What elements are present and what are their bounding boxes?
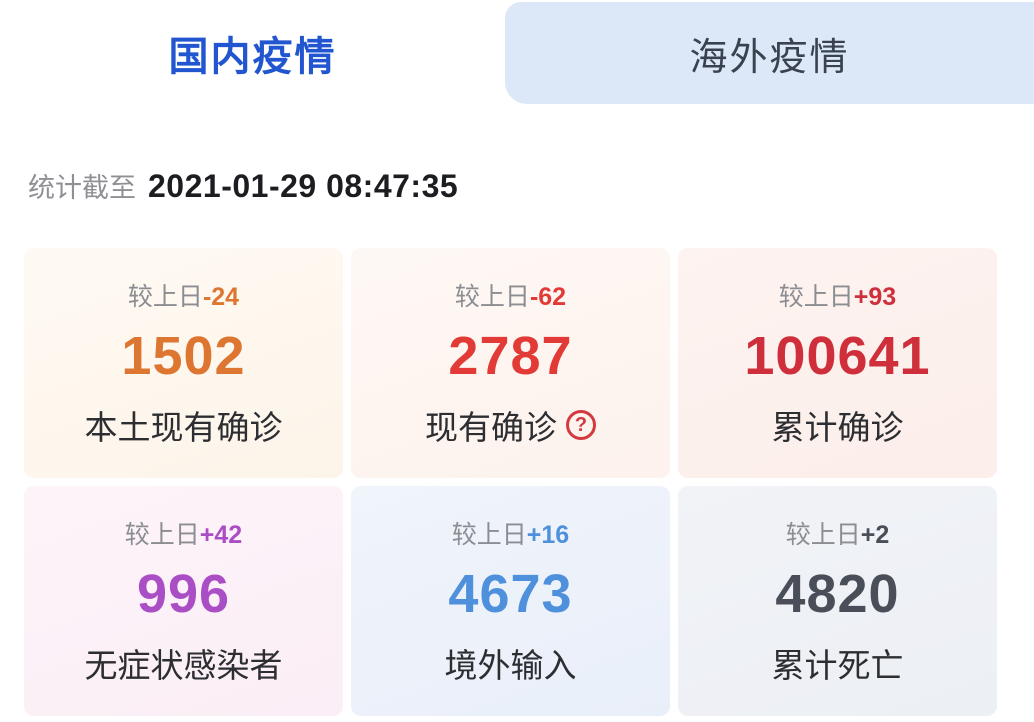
stat-value: 4820 <box>775 563 900 624</box>
stat-label: 现有确诊 <box>425 409 557 447</box>
delta-prefix: 较上日 <box>778 282 854 311</box>
stat-card-cumulative-deaths: 较上日 +2 4820 累计死亡 <box>678 486 997 716</box>
delta-value: -62 <box>529 282 567 311</box>
delta-line: 较上日 +42 <box>125 515 242 551</box>
delta-prefix: 较上日 <box>451 520 527 549</box>
stat-value: 100641 <box>744 325 931 386</box>
stat-card-existing-confirmed: 较上日 -62 2787 现有确诊 ? <box>351 248 670 478</box>
delta-prefix: 较上日 <box>454 282 530 311</box>
stat-label: 累计死亡 <box>771 647 904 685</box>
statistics-timestamp: 统计截至 2021-01-29 08:47:35 <box>28 166 458 210</box>
delta-line: 较上日 -62 <box>455 277 566 313</box>
stat-value: 1502 <box>121 325 246 386</box>
tab-overseas-epidemic[interactable]: 海外疫情 <box>505 2 1034 104</box>
delta-line: 较上日 +16 <box>452 515 569 551</box>
tab-domestic-epidemic[interactable]: 国内疫情 <box>0 2 505 104</box>
stat-label: 累计确诊 <box>771 409 904 447</box>
stat-value: 4673 <box>448 563 573 624</box>
delta-prefix: 较上日 <box>124 520 200 549</box>
delta-prefix: 较上日 <box>127 282 203 311</box>
delta-prefix: 较上日 <box>785 520 861 549</box>
epidemic-tab-bar: 国内疫情 海外疫情 <box>0 0 1034 112</box>
tab-overseas-label: 海外疫情 <box>689 36 850 79</box>
stat-card-asymptomatic: 较上日 +42 996 无症状感染者 <box>24 486 343 716</box>
statistics-timestamp-prefix: 统计截至 <box>28 173 136 203</box>
stat-card-local-existing-confirmed: 较上日 -24 1502 本土现有确诊 <box>24 248 343 478</box>
delta-line: 较上日 -24 <box>128 277 239 313</box>
delta-value: +93 <box>853 282 897 311</box>
delta-value: +2 <box>860 520 890 549</box>
help-question-icon[interactable]: ? <box>566 410 596 441</box>
tab-domestic-label: 国内疫情 <box>168 35 337 79</box>
stat-label: 本土现有确诊 <box>84 409 283 447</box>
delta-line: 较上日 +93 <box>779 277 896 313</box>
stat-value: 2787 <box>448 325 573 386</box>
stat-label: 境外输入 <box>444 647 577 685</box>
statistics-timestamp-value: 2021-01-29 08:47:35 <box>148 168 459 204</box>
delta-value: -24 <box>202 282 240 311</box>
stat-card-imported: 较上日 +16 4673 境外输入 <box>351 486 670 716</box>
delta-value: +42 <box>199 520 243 549</box>
stat-value: 996 <box>136 563 231 624</box>
stat-label: 无症状感染者 <box>84 647 283 685</box>
stat-card-grid: 较上日 -24 1502 本土现有确诊 较上日 -62 2787 现有确诊 ? 较上… <box>24 248 997 716</box>
stat-card-cumulative-confirmed: 较上日 +93 100641 累计确诊 <box>678 248 997 478</box>
delta-line: 较上日 +2 <box>786 515 890 551</box>
delta-value: +16 <box>526 520 570 549</box>
